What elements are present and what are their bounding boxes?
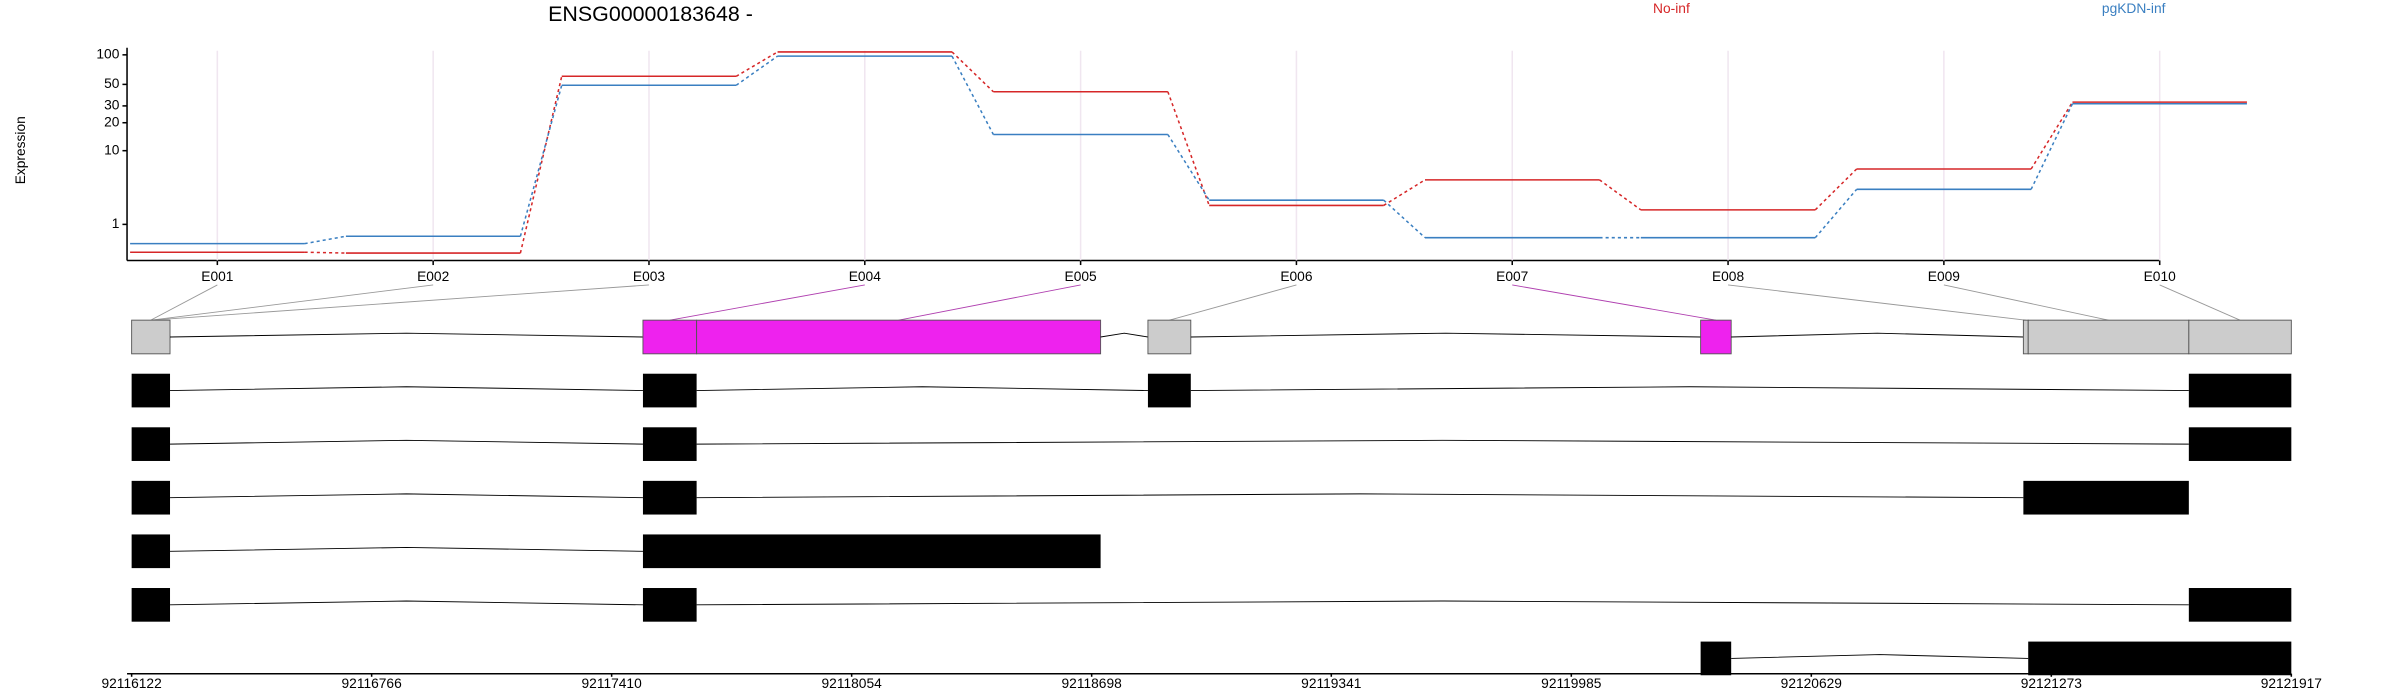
y-tick-label: 50 [104,76,120,91]
exon-link [150,284,218,321]
exon [2022,319,2029,355]
transcript-exon [131,480,171,515]
intron [1100,332,1149,338]
exon-link [1728,284,2026,321]
y-tick-label: 20 [104,114,120,129]
transcript-exon [642,534,1101,569]
transcript-exon [1700,641,1732,676]
exon [696,319,1102,355]
line-connector [1814,168,1858,211]
line-connector [2030,103,2074,190]
intron [170,600,643,606]
exon-link [150,284,650,321]
legend-label: No-inf [1653,1,1690,16]
exon [131,319,171,355]
line-connector [2030,101,2074,170]
line-connector [1599,179,1642,211]
x-tick-label: E002 [417,269,449,284]
intron [170,493,643,499]
genome-tick-label: 92121917 [2261,676,2322,691]
line-connector [519,76,563,254]
intron [1731,332,2024,338]
exon-link [669,284,865,321]
transcript-exon [131,373,171,408]
intron [170,386,643,392]
exon-link [150,284,434,321]
line-connector [1167,91,1210,206]
exon [1700,319,1732,355]
transcript-exon [131,534,171,569]
intron [170,439,643,445]
line-connector [1814,188,1858,239]
y-tick-label: 10 [104,142,120,157]
transcript-exon [131,427,171,461]
chart-title: ENSG00000183648 - [548,2,753,26]
intron [1731,654,2029,659]
x-tick-label: E007 [1496,269,1528,284]
genome-tick-label: 92118054 [822,676,883,691]
intron [696,439,2189,445]
transcript-exon [2188,373,2292,408]
line-connector [1383,199,1426,239]
transcript-exon [2023,480,2189,515]
line-connector [1167,134,1210,201]
intron [696,600,2189,606]
exon-link [898,284,1081,321]
x-tick-label: E005 [1065,269,1097,284]
transcript-exon [2028,641,2292,676]
exon-link [1512,284,1716,321]
exon [2027,319,2190,355]
y-axis-label: Expression [13,116,28,184]
intron [170,332,643,338]
transcript-exon [642,427,697,461]
line-connector [304,235,347,245]
line-connector [304,251,346,254]
intron [1190,332,1701,338]
x-tick-label: E003 [633,269,665,284]
transcript-exon [642,480,697,515]
transcript-exon [642,588,697,622]
x-tick-label: E009 [1928,269,1960,284]
intron [1190,386,2189,392]
exon [1147,319,1192,355]
intron [696,493,2024,499]
y-tick-label: 30 [104,98,120,113]
exon [2188,319,2292,355]
transcript-exon [2188,427,2292,461]
exon-link [1943,284,2109,321]
line-connector [519,85,563,237]
line-connector [951,51,994,93]
x-tick-label: E010 [2144,269,2176,284]
line-connector [951,55,995,135]
line-connector [1383,179,1426,207]
x-tick-label: E006 [1280,269,1312,284]
genome-tick-label: 92119341 [1301,676,1361,691]
genome-tick-label: 92120629 [1781,676,1842,691]
x-tick-label: E001 [201,269,233,284]
genome-tick-label: 92119985 [1541,676,1602,691]
transcript-exon [131,588,171,622]
exon-link [1169,284,1297,321]
transcript-exon [1147,373,1191,408]
transcript-exon [2188,588,2292,622]
genome-tick-label: 92116766 [342,676,403,691]
line-connector [735,55,778,86]
intron [696,386,1148,392]
line-connector [735,51,778,77]
x-tick-label: E008 [1712,269,1744,284]
transcript-exon [642,373,697,408]
y-tick-label: 100 [96,46,119,61]
intron [170,546,643,552]
y-tick-label: 1 [112,216,120,231]
exon [642,319,698,355]
x-tick-label: E004 [849,269,881,284]
genome-tick-label: 92116122 [102,676,162,691]
genome-tick-label: 92118698 [1062,676,1123,691]
legend-label: pgKDN-inf [2102,1,2166,16]
genome-tick-label: 92117410 [582,676,643,691]
genome-tick-label: 92121273 [2021,676,2083,691]
exon-link [2159,284,2241,321]
